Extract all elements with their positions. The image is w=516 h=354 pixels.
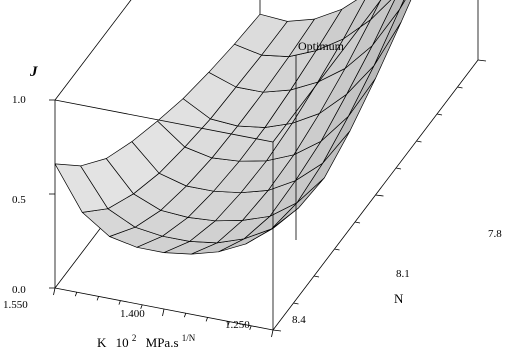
x-axis-tick bbox=[74, 292, 78, 297]
y-axis-tick bbox=[293, 302, 299, 305]
x-axis-label-base: 10 bbox=[116, 335, 129, 350]
y-tick-label-7.8: 7.8 bbox=[488, 228, 502, 240]
y-tick-label-8.1: 8.1 bbox=[396, 268, 410, 280]
x-axis-tick bbox=[249, 325, 252, 330]
y-axis-tick bbox=[375, 194, 384, 197]
box-edge-top-left bbox=[54, 0, 132, 101]
x-axis-label-symbol: K bbox=[97, 335, 107, 350]
z-axis-label: J bbox=[29, 64, 38, 80]
surface-facet bbox=[370, 0, 392, 21]
z-tick-label-0.0: 0.0 bbox=[12, 284, 26, 296]
z-tick-label-0.5: 0.5 bbox=[12, 194, 26, 206]
y-axis-label: N bbox=[394, 291, 404, 306]
y-axis-tick bbox=[313, 275, 320, 278]
axis-ticks bbox=[49, 59, 487, 338]
x-axis-tick bbox=[183, 313, 187, 318]
x-axis-tick bbox=[140, 304, 143, 309]
y-axis-tick bbox=[272, 329, 282, 332]
x-axis-tick bbox=[118, 300, 121, 305]
surface-facet bbox=[399, 0, 406, 10]
x-tick-label-1.400: 1.400 bbox=[120, 308, 145, 320]
box-edge-top-front bbox=[54, 99, 274, 143]
x-axis-label-exponent: 2 bbox=[132, 333, 137, 343]
x-axis-tick bbox=[205, 317, 208, 322]
x-axis-tick bbox=[271, 329, 274, 338]
x-axis-label-unit-exponent: 1/N bbox=[182, 333, 196, 343]
y-axis-tick bbox=[416, 140, 422, 143]
x-axis-tick bbox=[96, 296, 99, 301]
x-tick-label-1.250: 1.250 bbox=[225, 319, 250, 331]
y-axis-tick bbox=[457, 86, 463, 89]
optimum-annotation: Optimum bbox=[298, 39, 345, 53]
x-axis-tick bbox=[162, 308, 165, 317]
surface-facet bbox=[234, 13, 288, 56]
surface-mesh bbox=[54, 0, 412, 255]
z-tick-label-1.0: 1.0 bbox=[12, 94, 26, 106]
y-axis-tick bbox=[436, 113, 443, 116]
y-axis-tick bbox=[477, 59, 487, 62]
y-axis-tick bbox=[334, 248, 340, 251]
x-axis-label: K 10 2 MPa.s 1/N bbox=[97, 329, 196, 350]
y-axis-tick bbox=[395, 167, 402, 170]
x-axis-tick bbox=[53, 287, 56, 296]
x-tick-label-1.550: 1.550 bbox=[3, 299, 28, 311]
y-axis-tick bbox=[354, 221, 361, 224]
x-axis-tick bbox=[227, 321, 230, 326]
x-axis-label-unit: MPa.s bbox=[146, 335, 179, 350]
y-tick-label-8.4: 8.4 bbox=[292, 314, 306, 326]
box-edge-top-right bbox=[272, 0, 382, 143]
